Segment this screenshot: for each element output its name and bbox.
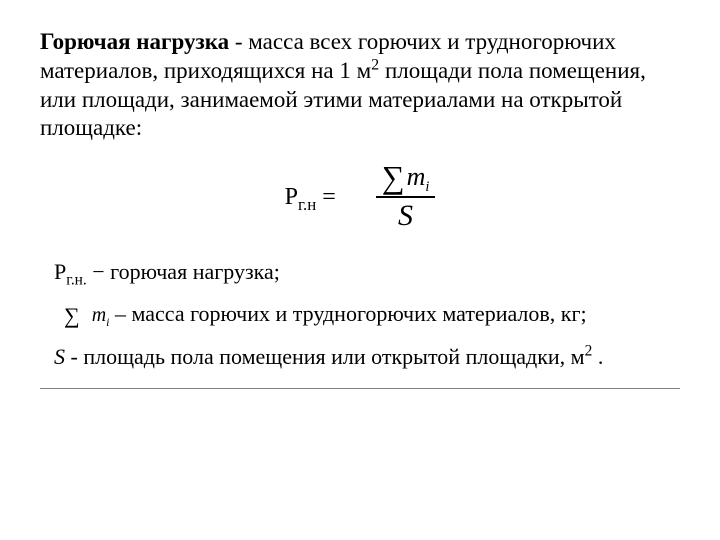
- def-sup: 2: [371, 56, 379, 73]
- num-var: m: [407, 162, 426, 191]
- denominator: S: [398, 199, 413, 233]
- sigma-icon: ∑: [382, 161, 405, 193]
- s-text-1: - площадь пола помещения или открытой пл…: [65, 344, 585, 369]
- formula-row: Рг.н = ∑ mi S: [40, 161, 680, 233]
- p-line-text: − горючая нагрузка;: [87, 259, 280, 284]
- formula-lhs: Рг.н =: [285, 184, 336, 211]
- fraction: ∑ mi S: [376, 161, 436, 233]
- where-block: Рг.н. − горючая нагрузка; ∑ mi – масса г…: [40, 257, 680, 372]
- bottom-rule: [40, 388, 680, 389]
- s-text-2: .: [592, 344, 603, 369]
- num-sub: i: [425, 179, 429, 195]
- mini-sum: ∑ mi: [54, 301, 109, 331]
- term-bold: Горючая нагрузка: [40, 29, 229, 54]
- m-line-text: – масса горючих и трудногорючих материал…: [109, 301, 586, 326]
- mini-var: m: [92, 304, 106, 326]
- definition-paragraph: Горючая нагрузка - масса всех горючих и …: [40, 28, 680, 143]
- numerator-mi: mi: [407, 162, 430, 192]
- equals-sign: =: [316, 184, 336, 210]
- where-m-line: ∑ mi – масса горючих и трудногорючих мат…: [44, 299, 680, 331]
- lhs-sub: г.н: [298, 194, 316, 213]
- fraction-bar: [376, 196, 436, 198]
- where-p-line: Рг.н. − горючая нагрузка;: [44, 257, 680, 287]
- where-s-line: S - площадь пола помещения или открытой …: [44, 342, 680, 372]
- mini-mi: mi: [82, 302, 110, 329]
- sigma2-icon: ∑: [54, 301, 80, 331]
- lhs-letter: Р: [285, 184, 298, 210]
- p-sym-sub: г.н.: [66, 271, 87, 288]
- s-sym: S: [54, 344, 65, 369]
- numerator: ∑ mi: [376, 161, 436, 195]
- p-sym-letter: Р: [54, 259, 66, 284]
- slide-container: Горючая нагрузка - масса всех горючих и …: [0, 0, 720, 540]
